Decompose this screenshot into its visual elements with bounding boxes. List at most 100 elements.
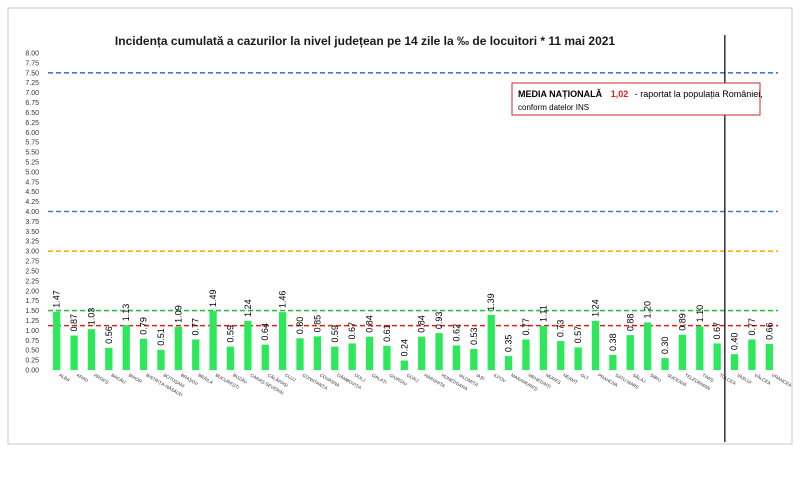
data-label: 0.35 xyxy=(504,335,514,353)
x-tick-label: TIMIȘ xyxy=(701,373,714,383)
bar xyxy=(278,312,287,370)
y-tick-label: 0.00 xyxy=(25,368,39,375)
bar xyxy=(487,314,495,370)
data-label: 0.30 xyxy=(660,337,670,355)
bar xyxy=(678,334,687,370)
bars xyxy=(53,310,773,370)
data-label: 0.89 xyxy=(677,313,687,331)
y-tick-label: 3.50 xyxy=(25,229,39,236)
bar xyxy=(730,354,739,370)
bar xyxy=(383,345,391,370)
data-label: 1.46 xyxy=(278,291,288,309)
bar xyxy=(122,325,130,370)
data-label: 0.84 xyxy=(365,315,375,333)
annotation-suffix: - raportat la populația României, xyxy=(635,89,763,99)
data-label: 1.20 xyxy=(643,301,653,319)
bar xyxy=(157,349,165,370)
data-label: 0.79 xyxy=(139,317,149,335)
data-label: 0.66 xyxy=(764,322,774,340)
annotation-label: MEDIA NAȚIONALĂ xyxy=(518,89,603,99)
data-label: 0.64 xyxy=(260,323,270,341)
bar xyxy=(331,346,339,370)
data-label: 1.39 xyxy=(486,293,496,311)
data-label: 0.67 xyxy=(712,322,722,340)
y-tick-label: 2.75 xyxy=(25,259,39,266)
bar xyxy=(470,348,478,370)
x-tick-label: DOLJ xyxy=(354,373,367,383)
bar xyxy=(765,343,773,370)
data-label: 1.03 xyxy=(86,308,96,326)
data-label: 1.24 xyxy=(591,299,601,317)
bar xyxy=(400,360,408,370)
y-tick-label: 6.50 xyxy=(25,110,39,117)
bar xyxy=(591,320,600,370)
data-label: 0.57 xyxy=(573,326,583,344)
bar xyxy=(435,333,443,370)
reference-lines xyxy=(48,72,778,327)
bar xyxy=(504,356,513,370)
bar xyxy=(192,339,200,370)
data-label: 0.77 xyxy=(747,318,757,336)
bar xyxy=(105,347,113,370)
data-label: 0.73 xyxy=(556,320,566,338)
bar xyxy=(244,320,252,370)
bar xyxy=(174,326,183,370)
y-tick-label: 1.50 xyxy=(25,308,39,315)
y-axis: 0.00 0.25 0.50 0.75 1.00 1.25 1.50 1.75 2.00 2.25… xyxy=(25,51,39,375)
bar xyxy=(261,344,269,370)
data-label: 0.93 xyxy=(434,312,444,330)
x-tick-label: OLT xyxy=(580,373,590,382)
data-label: 0.77 xyxy=(191,318,201,336)
y-tick-label: 6.00 xyxy=(25,130,39,137)
data-label: 1.49 xyxy=(208,289,218,307)
y-tick-label: 2.25 xyxy=(25,278,39,285)
y-tick-label: 4.75 xyxy=(25,179,39,186)
annotation-line-1: MEDIA NAȚIONALĂ 1,02 - raportat la popul… xyxy=(518,89,763,99)
data-label: 0.67 xyxy=(347,322,357,340)
data-label: 0.62 xyxy=(451,324,461,342)
bar xyxy=(53,311,61,370)
data-label: 0.61 xyxy=(382,324,392,342)
data-label: 0.77 xyxy=(521,318,531,336)
annotation-box xyxy=(511,82,761,116)
bar xyxy=(713,343,721,370)
bar xyxy=(139,338,148,370)
x-tick-label: SIBIU xyxy=(649,373,662,383)
data-label: 0.56 xyxy=(104,326,114,344)
bar xyxy=(626,335,634,370)
bar xyxy=(452,345,461,370)
x-tick-label: IAȘI xyxy=(475,373,485,382)
y-tick-label: 7.75 xyxy=(25,60,39,67)
y-tick-label: 3.75 xyxy=(25,219,39,226)
y-tick-label: 1.00 xyxy=(25,328,39,335)
bar xyxy=(313,336,322,370)
bar xyxy=(522,339,530,370)
data-label: 1.47 xyxy=(52,290,62,308)
annotation-value: 1,02 xyxy=(611,89,629,99)
y-tick-label: 5.25 xyxy=(25,159,39,166)
x-tick-label: BIHOR xyxy=(128,373,144,385)
bar xyxy=(696,326,704,370)
bar xyxy=(418,336,426,370)
y-tick-label: 3.25 xyxy=(25,239,39,246)
data-label: 1.10 xyxy=(695,305,705,323)
y-tick-label: 5.50 xyxy=(25,150,39,157)
bar xyxy=(296,338,304,370)
bar xyxy=(574,347,582,370)
x-tick-label: CLUJ xyxy=(284,373,296,383)
bar xyxy=(87,329,96,370)
data-label: 1.11 xyxy=(538,305,548,322)
data-label: 0.88 xyxy=(625,314,635,332)
x-tick-label: GORJ xyxy=(406,373,420,384)
data-label: 0.80 xyxy=(295,317,305,335)
data-labels: 1.47 0.87 1.03 0.56 1.13 0.79 0.51 1.09 0.77 1.49… xyxy=(52,289,775,356)
y-tick-label: 5.75 xyxy=(25,140,39,147)
y-tick-label: 8.00 xyxy=(25,51,39,58)
data-label: 0.59 xyxy=(330,325,340,343)
y-tick-label: 1.25 xyxy=(25,318,39,325)
bar xyxy=(348,343,356,370)
y-tick-label: 3.00 xyxy=(25,249,39,256)
data-label: 1.24 xyxy=(243,299,253,317)
data-label: 1.13 xyxy=(121,304,131,322)
y-tick-label: 0.50 xyxy=(25,348,39,355)
